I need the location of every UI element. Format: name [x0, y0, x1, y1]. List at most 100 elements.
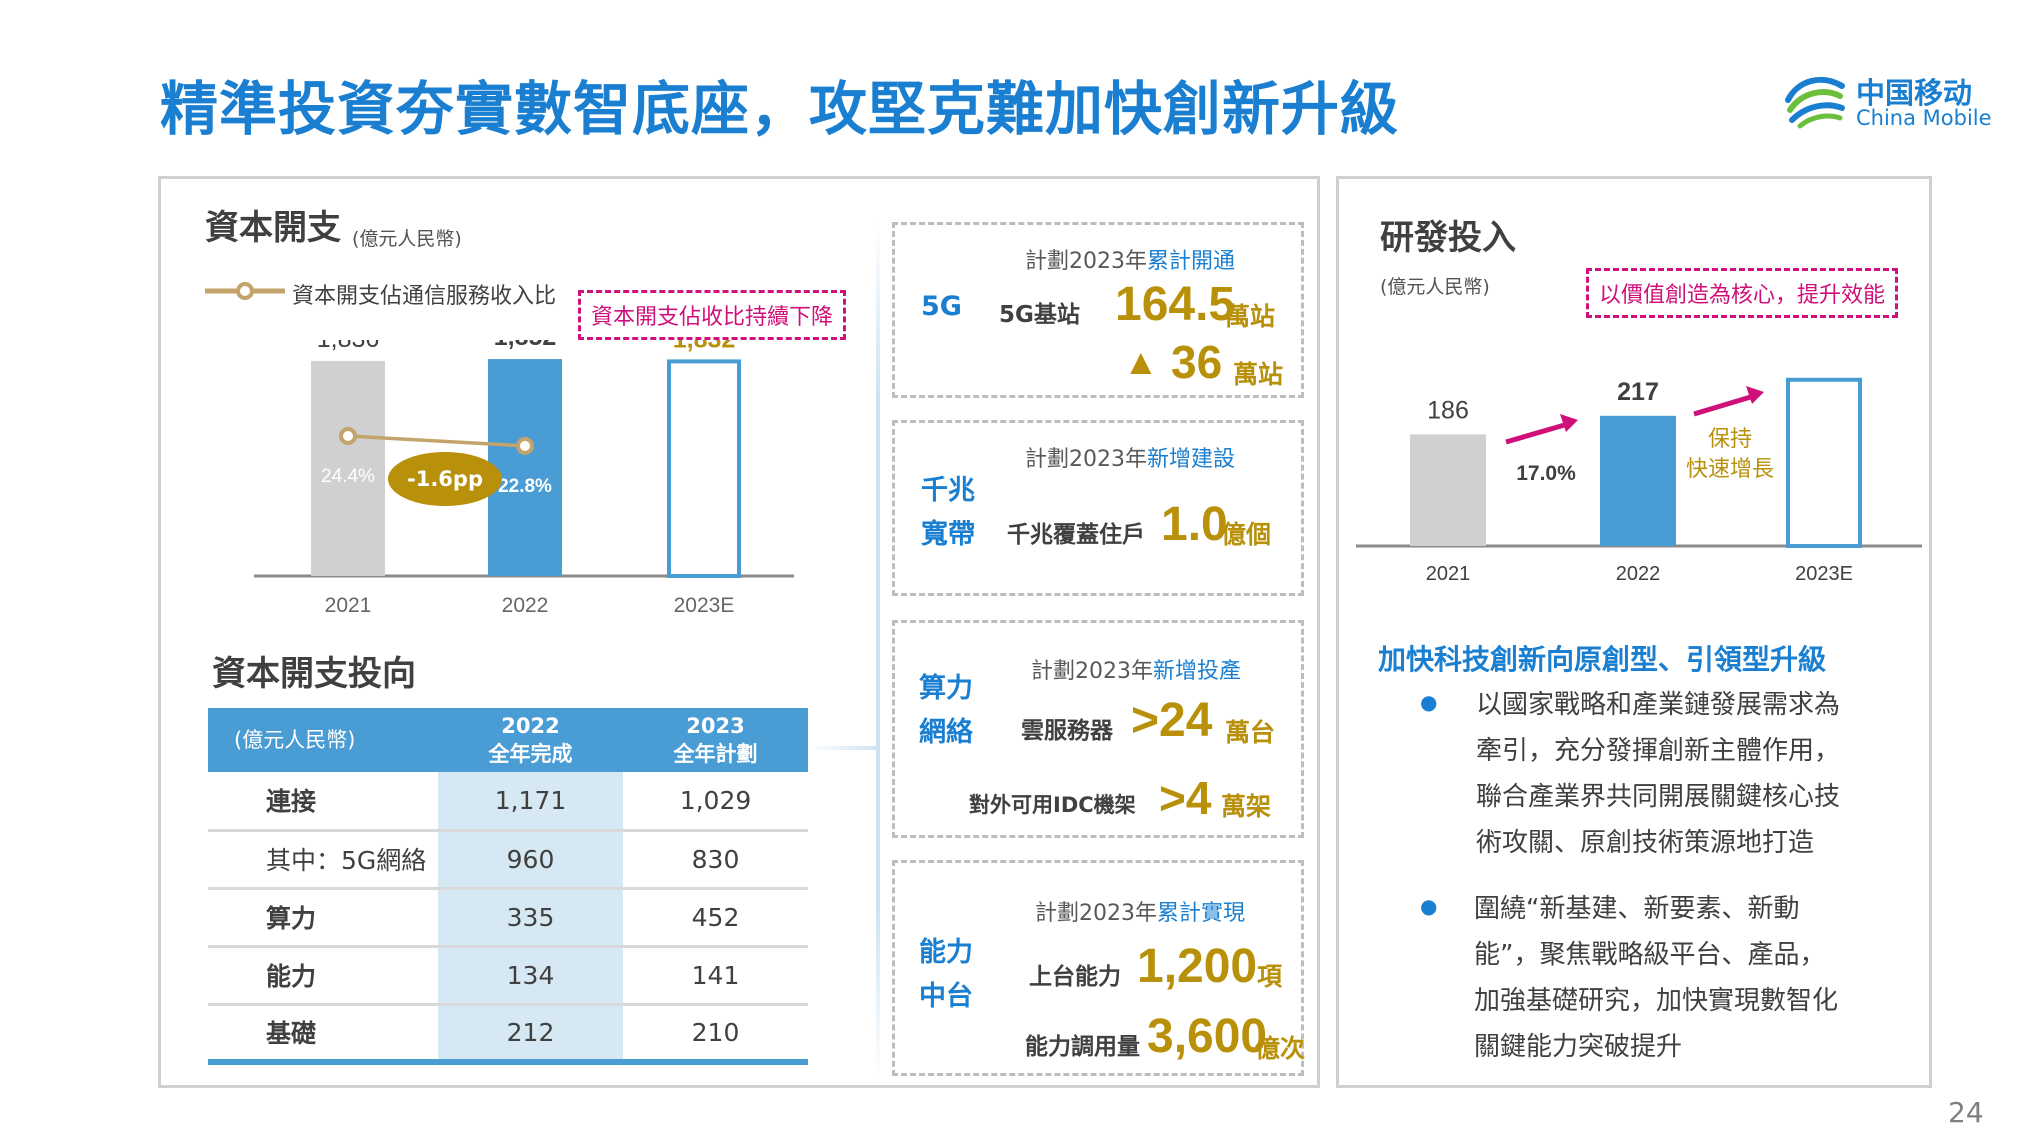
connector-arm	[808, 746, 878, 750]
plan-item-label: 能力調用量	[1025, 1034, 1140, 1060]
bullet-line: 能”，聚焦戰略級平台、產品，	[1474, 940, 1826, 970]
bullet-line: 牽引，充分發揮創新主體作用，	[1476, 736, 1841, 766]
list-item: 以國家戰略和產業鏈發展需求為 牽引，充分發揮創新主體作用， 聯合產業界共同開展關…	[1476, 682, 1840, 866]
bullet-line: 聯合產業界共同開展關鍵核心技	[1476, 782, 1841, 812]
bar	[488, 359, 562, 576]
bullet-dot-icon: ●	[1420, 690, 1438, 714]
plan-tag-line: 中台	[919, 981, 973, 1012]
plan-tag-line: 能力	[919, 937, 973, 968]
plan-item-value: >24	[1131, 694, 1213, 747]
table-row: 能力 134 141	[208, 946, 808, 1006]
logo-text-en: China Mobile	[1856, 106, 1992, 130]
plan-item-label: 5G基站	[999, 302, 1080, 328]
ratio-point	[516, 436, 534, 455]
plan-caption: 計劃2023年新增投產	[1031, 653, 1241, 685]
plan-caption-pre: 計劃2023年	[1025, 447, 1147, 472]
plan-caption: 計劃2023年新增建設	[1025, 441, 1235, 473]
plan-tag-line: 算力	[919, 673, 973, 704]
plan-tag-line: 網絡	[919, 717, 973, 748]
table-row: 連接 1,171 1,029	[208, 772, 808, 832]
table-header-2023: 2023 全年計劃	[623, 708, 808, 772]
plan-item-value: 1.0	[1161, 498, 1228, 551]
cell-2022: 335	[438, 888, 623, 948]
row-label: 連接	[208, 772, 438, 832]
cell-2022: 1,171	[438, 772, 623, 832]
tick-label: 2021	[325, 594, 372, 617]
capex-direction-table: (億元人民幣) 2022 全年完成 2023 全年計劃 連接 1,171 1,029…	[208, 708, 808, 1065]
header-2022-desc: 全年完成	[488, 742, 573, 766]
capex-heading: 資本開支	[205, 208, 341, 248]
bullet-line: 術攻關、原創技術策源地打造	[1476, 828, 1815, 858]
row-label: 能力	[208, 946, 438, 1006]
growth-note: 快速增長	[1686, 457, 1774, 482]
plan-box-5g: 計劃2023年累計開通 5G 5G基站 164.5 萬站 ▲ 36 萬站	[892, 222, 1304, 398]
plan-tag: 算力 網絡	[919, 667, 973, 755]
plan-caption: 計劃2023年累計實現	[1035, 895, 1245, 927]
bullet-line: 以國家戰略和產業鏈發展需求為	[1476, 690, 1841, 720]
china-mobile-logo: 中国移动 China Mobile	[1782, 66, 2007, 136]
header-2023-year: 2023	[686, 714, 745, 738]
plan-caption-hl: 新增投產	[1153, 659, 1242, 684]
capex-bar-chart: 1,836 2021 1,852 2022 1,832 2023E 24.4% 22.8%	[254, 340, 794, 617]
bullet-line: 圍繞“新基建、新要素、新動	[1474, 894, 1800, 924]
table-row: 基礎 212 210	[208, 1004, 808, 1065]
plan-item-value: 1,200	[1137, 940, 1258, 993]
table-header-2022: 2022 全年完成	[438, 708, 623, 772]
plan-caption-hl: 累計實現	[1157, 901, 1246, 926]
plan-item-value: 3,600	[1147, 1010, 1268, 1063]
ratio-line	[347, 434, 526, 448]
plan-item-unit: 億次	[1255, 1034, 1306, 1063]
cell-2022: 212	[438, 1004, 623, 1065]
tick-label: 2023E	[1795, 563, 1853, 585]
ratio-label: 17.0%	[1516, 462, 1576, 485]
cell-2022: 134	[438, 946, 623, 1006]
capex-badge: 資本開支佔收比持續下降	[578, 290, 847, 340]
growth-note: 保持	[1708, 427, 1752, 452]
ratio-label: 24.4%	[321, 466, 375, 487]
bar	[1600, 415, 1676, 546]
plan-caption-hl: 累計開通	[1147, 249, 1236, 274]
plan-tag-line: 千兆	[921, 475, 975, 506]
legend-line-icon	[205, 280, 285, 302]
capex-unit: (億元人民幣)	[352, 228, 462, 250]
plan-caption-pre: 計劃2023年	[1031, 659, 1153, 684]
plan-item-unit: 項	[1257, 962, 1283, 991]
plan-item-unit: 萬架	[1221, 792, 1272, 821]
data-label: 1,836	[317, 340, 380, 353]
header-2023-desc: 全年計劃	[673, 742, 758, 766]
plan-item-value: 36	[1171, 336, 1223, 388]
plan-item-unit: 萬站	[1233, 360, 1284, 389]
tick-label: 2023E	[674, 594, 735, 617]
logo-text-cn: 中国移动	[1856, 76, 1973, 110]
cell-2023: 1,029	[623, 772, 808, 832]
tick-label: 2022	[1616, 563, 1661, 585]
growth-arrowhead	[1560, 414, 1578, 432]
bar	[311, 360, 385, 576]
row-label: 算力	[208, 888, 438, 948]
growth-arrowhead	[1746, 386, 1764, 404]
bullet-line: 加強基礎研究，加快實現數智化	[1474, 986, 1839, 1016]
plan-item-unit: 億個	[1221, 520, 1272, 549]
plan-tag: 能力 中台	[919, 931, 973, 1019]
data-label: 1,832	[673, 340, 736, 353]
cell-2023: 830	[623, 830, 808, 890]
cell-2022: 960	[438, 830, 623, 890]
plan-item-value: >4	[1159, 772, 1212, 824]
logo-mark-icon	[1785, 76, 1845, 129]
plan-item-unit: 萬台	[1225, 718, 1276, 747]
connector-line	[876, 222, 880, 1082]
rd-badge: 以價值創造為核心，提升效能	[1586, 268, 1899, 318]
table-row: 算力 335 452	[208, 888, 808, 948]
row-label: 基礎	[208, 1004, 438, 1065]
table-header-row: (億元人民幣) 2022 全年完成 2023 全年計劃	[208, 708, 808, 772]
growth-arrow	[1693, 393, 1755, 417]
plan-box-capability: 計劃2023年累計實現 能力 中台 上台能力 1,200 項 能力調用量 3,60…	[892, 860, 1306, 1076]
plan-item-label: 千兆覆蓋住戶	[1007, 522, 1145, 548]
plan-item-label: 對外可用IDC機架	[969, 793, 1136, 817]
plan-box-computing: 計劃2023年新增投產 算力 網絡 雲服務器 >24 萬台 對外可用IDC機架 >…	[892, 620, 1304, 838]
cell-2023: 210	[623, 1004, 808, 1065]
list-item: 圍繞“新基建、新要素、新動 能”，聚焦戰略級平台、產品， 加強基礎研究，加快實現…	[1474, 886, 1838, 1070]
plan-tag: 5G	[921, 291, 962, 322]
bullet-line: 關鍵能力突破提升	[1474, 1032, 1683, 1062]
cell-2023: 452	[623, 888, 808, 948]
